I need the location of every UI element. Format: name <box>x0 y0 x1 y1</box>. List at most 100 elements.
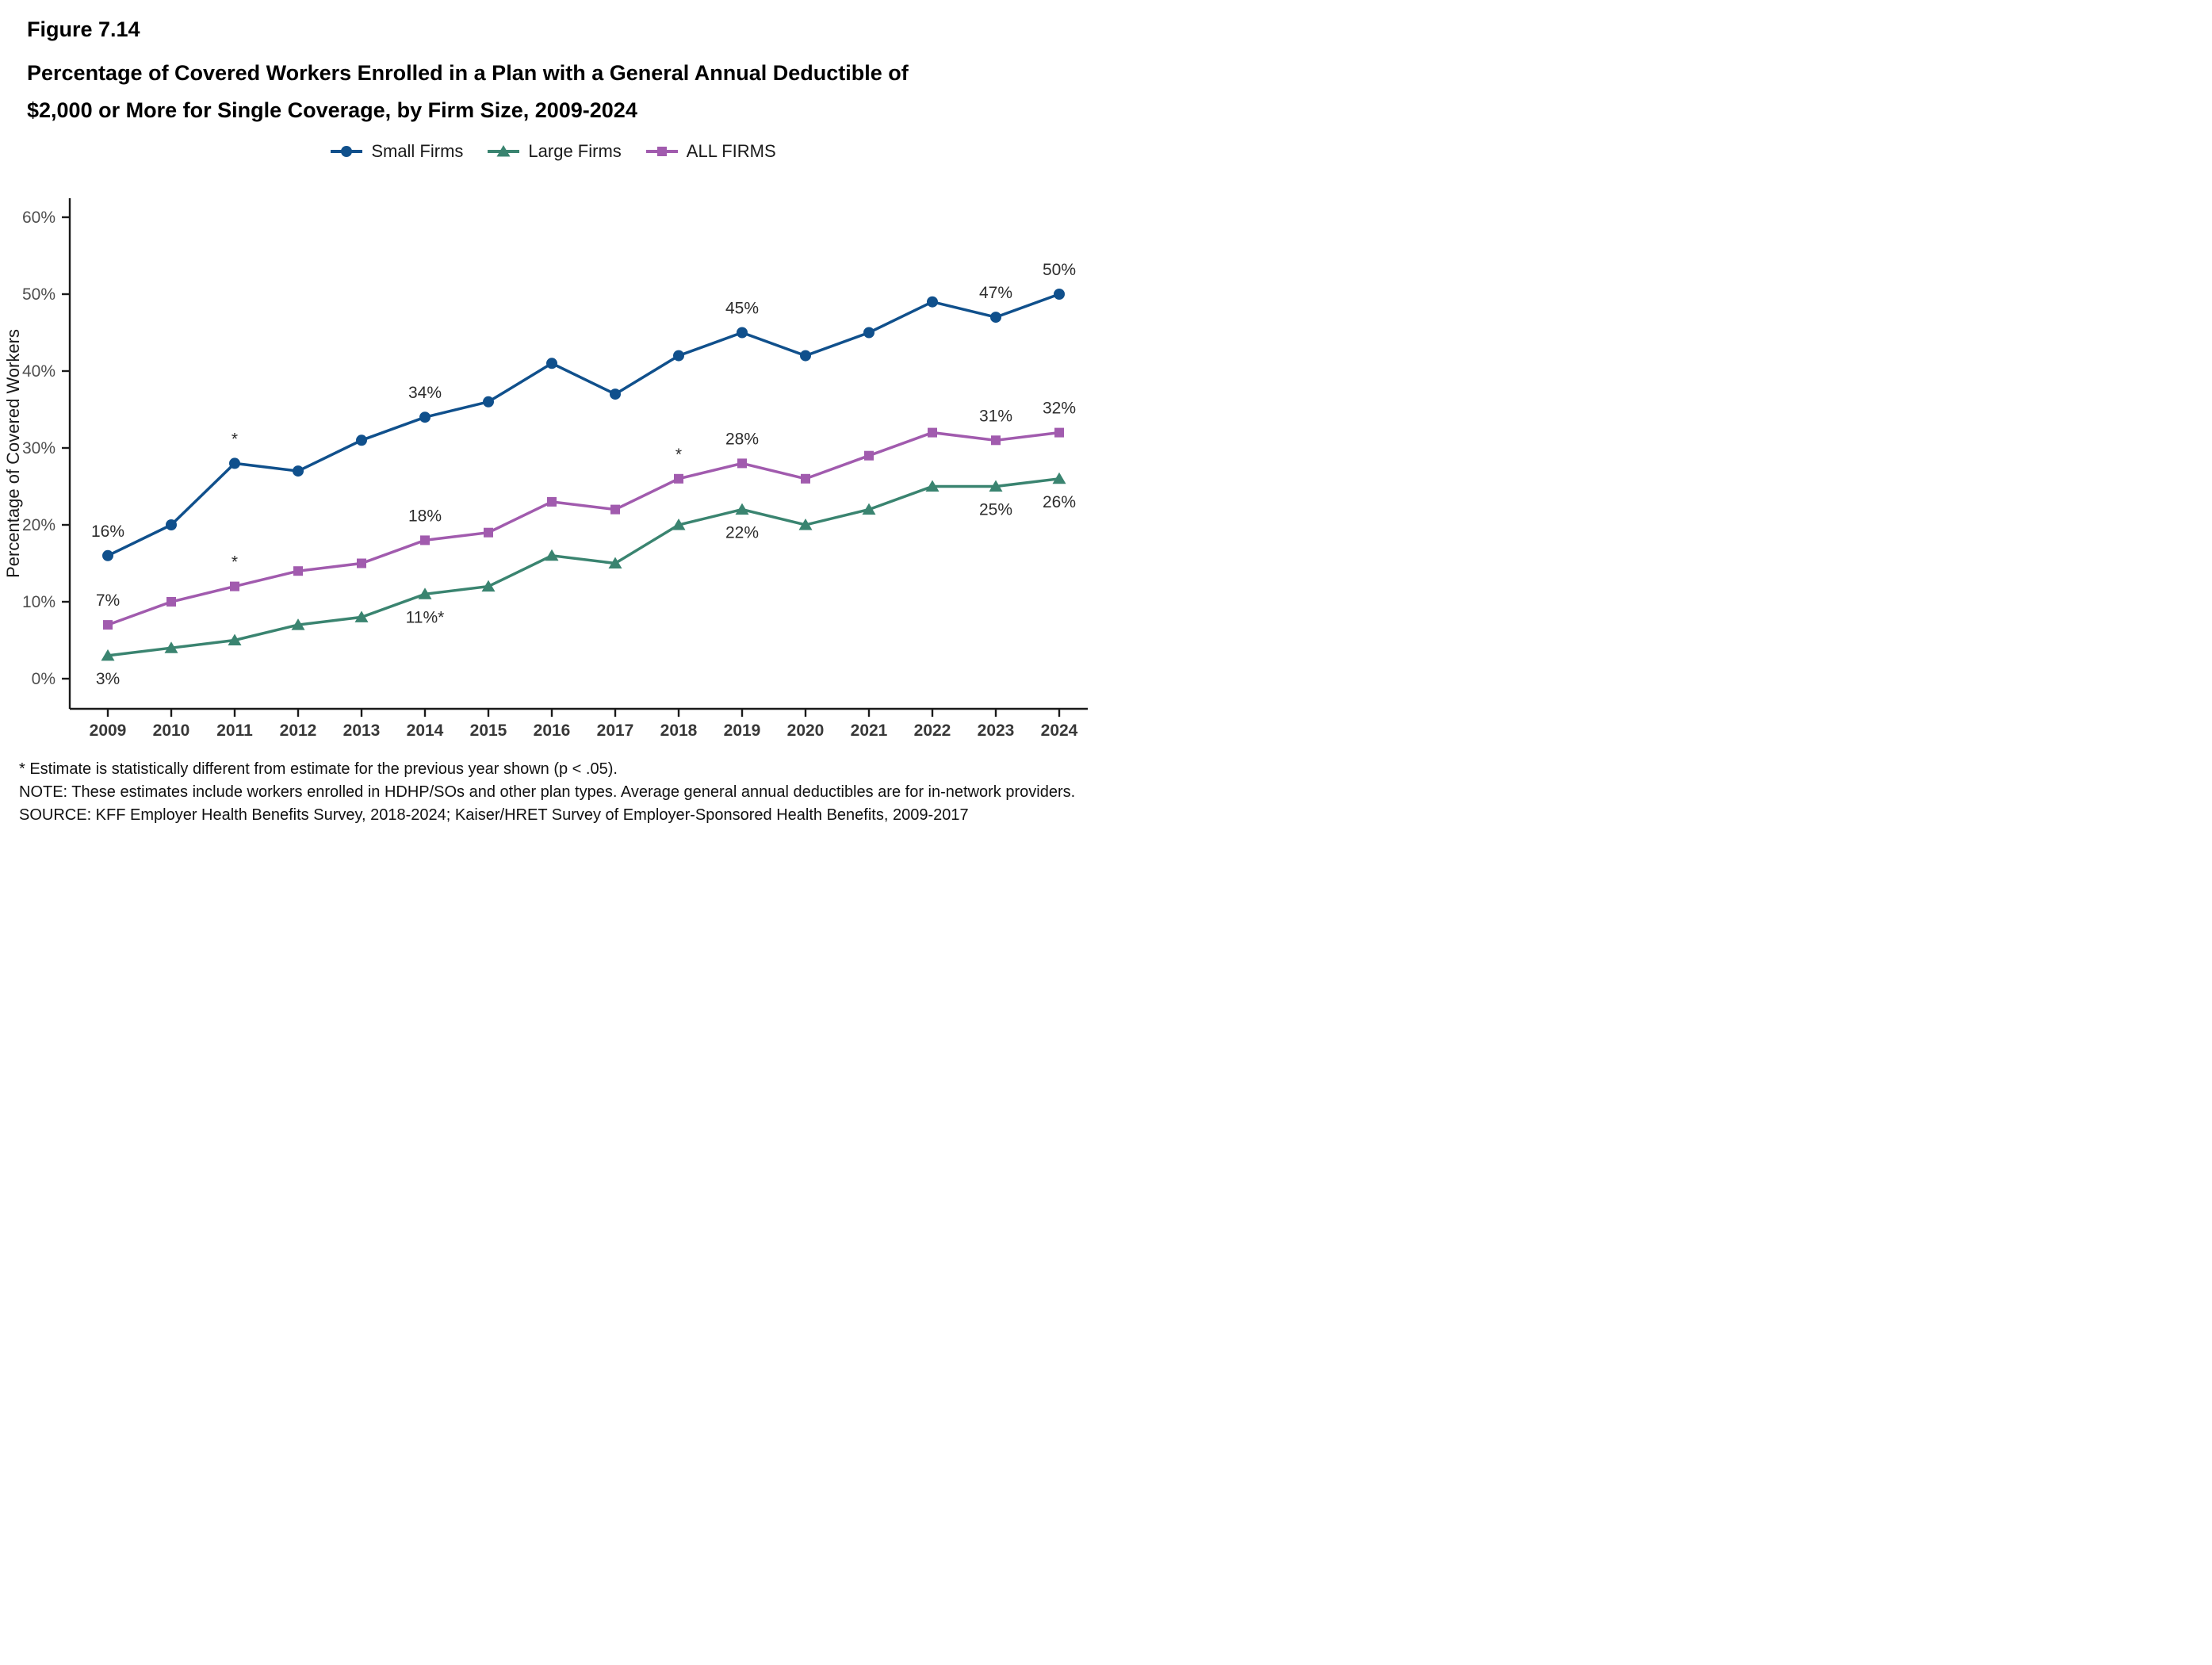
data-point-marker <box>293 566 303 576</box>
chart-title-line-1: Percentage of Covered Workers Enrolled i… <box>27 61 909 85</box>
data-point-marker <box>925 480 940 492</box>
footnote-note: NOTE: These estimates include workers en… <box>19 783 1076 801</box>
data-point-marker <box>546 358 557 369</box>
y-axis-ticks: 0% 10% 20% 30% 40% 50% 60% <box>22 209 70 688</box>
x-tick-label: 2016 <box>534 722 571 740</box>
data-point-marker <box>735 503 749 515</box>
x-tick-label: 2021 <box>851 722 888 740</box>
data-point-marker <box>545 549 559 561</box>
data-point-marker <box>484 527 493 538</box>
data-point-marker <box>102 549 113 561</box>
data-point-label: 28% <box>725 430 759 448</box>
x-tick-label: 2017 <box>597 722 634 740</box>
data-point-marker <box>1054 289 1065 300</box>
data-point-label: 32% <box>1043 400 1076 418</box>
x-tick-label: 2014 <box>407 722 444 740</box>
data-point-marker <box>672 519 686 530</box>
y-tick-label: 60% <box>22 209 55 227</box>
data-point-marker <box>862 503 876 515</box>
data-point-marker <box>164 641 178 653</box>
data-point-marker <box>293 465 304 477</box>
data-point-marker <box>228 633 242 645</box>
series-small-firms: 16% * 34% 45% 47% 50% <box>91 261 1076 561</box>
x-tick-label: 2018 <box>660 722 698 740</box>
legend-item-all-firms: ALL FIRMS <box>645 141 776 162</box>
data-point-marker <box>928 427 937 438</box>
data-point-marker <box>357 558 366 568</box>
axes <box>68 198 1088 710</box>
data-point-marker <box>610 388 621 400</box>
data-point-marker <box>419 411 431 423</box>
x-tick-label: 2013 <box>343 722 381 740</box>
data-point-marker <box>989 480 1003 492</box>
legend-marker-shape <box>496 145 511 157</box>
x-axis-ticks: 2009 2010 2011 2012 2013 2014 2015 2016 2017 2018… <box>90 709 1078 740</box>
data-point-marker <box>229 457 240 469</box>
chart-footnotes: * Estimate is statistically different fr… <box>19 758 1075 827</box>
data-point-label: 16% <box>91 522 124 541</box>
data-point-marker <box>166 597 176 607</box>
data-point-marker <box>481 580 496 592</box>
x-tick-label: 2011 <box>216 722 253 740</box>
series-large-firms: 3% 11%* 22% 25% 26% <box>96 472 1076 688</box>
data-point-marker <box>798 519 813 530</box>
y-tick-label: 50% <box>22 285 55 304</box>
y-axis-title: Percentage of Covered Workers <box>3 329 23 578</box>
figure-number: Figure 7.14 <box>27 17 140 41</box>
data-point-label: 25% <box>979 501 1012 519</box>
x-tick-label: 2009 <box>90 722 127 740</box>
data-point-label: 7% <box>96 591 120 610</box>
y-tick-label: 30% <box>22 439 55 457</box>
data-point-marker <box>990 312 1001 323</box>
legend-label: Large Firms <box>528 141 622 161</box>
data-point-label: 11%* <box>406 608 445 626</box>
data-point-marker <box>420 535 430 545</box>
x-tick-label: 2019 <box>724 722 761 740</box>
data-point-marker <box>737 327 748 339</box>
data-point-marker <box>610 504 620 515</box>
data-point-label: * <box>232 553 238 572</box>
data-point-marker <box>483 396 494 408</box>
x-tick-label: 2022 <box>914 722 951 740</box>
data-point-marker <box>991 435 1001 446</box>
data-point-marker <box>291 618 305 630</box>
data-point-label: * <box>675 446 682 464</box>
triangle-series-marker-icon <box>488 145 520 157</box>
data-point-marker <box>737 458 747 469</box>
legend-label: ALL FIRMS <box>686 141 776 161</box>
y-tick-label: 0% <box>32 670 55 688</box>
y-tick-label: 10% <box>22 593 55 611</box>
circle-series-marker-icon <box>331 146 363 157</box>
data-point-marker <box>230 581 239 591</box>
data-point-label: 26% <box>1043 493 1076 511</box>
data-point-marker <box>354 610 369 622</box>
data-point-label: 3% <box>96 670 120 688</box>
data-point-label: * <box>232 430 238 448</box>
x-tick-label: 2020 <box>787 722 825 740</box>
data-point-marker <box>800 350 811 362</box>
legend-item-small-firms: Small Firms <box>330 141 463 162</box>
series-line <box>107 431 1060 626</box>
y-tick-label: 40% <box>22 362 55 381</box>
legend-label: Small Firms <box>371 141 464 161</box>
data-point-marker <box>547 496 557 507</box>
legend-item-large-firms: Large Firms <box>487 141 622 162</box>
x-tick-label: 2010 <box>153 722 190 740</box>
data-point-marker <box>608 557 622 568</box>
y-tick-label: 20% <box>22 516 55 534</box>
legend-marker-shape <box>341 146 353 157</box>
data-point-label: 47% <box>979 284 1012 302</box>
data-point-marker <box>801 473 810 484</box>
footnote-significance: * Estimate is statistically different fr… <box>19 760 618 778</box>
chart-legend: Small Firms Large Firms ALL FIRMS <box>0 141 1106 162</box>
chart-title-line-2: $2,000 or More for Single Coverage, by F… <box>27 98 637 122</box>
data-point-label: 50% <box>1043 261 1076 279</box>
data-point-marker <box>863 327 874 339</box>
x-tick-label: 2023 <box>978 722 1015 740</box>
data-point-label: 34% <box>408 384 442 402</box>
chart-header: Figure 7.14 Percentage of Covered Worker… <box>27 17 909 129</box>
x-tick-label: 2012 <box>280 722 317 740</box>
x-tick-label: 2015 <box>470 722 507 740</box>
data-point-marker <box>356 434 367 446</box>
data-point-marker <box>673 350 684 362</box>
